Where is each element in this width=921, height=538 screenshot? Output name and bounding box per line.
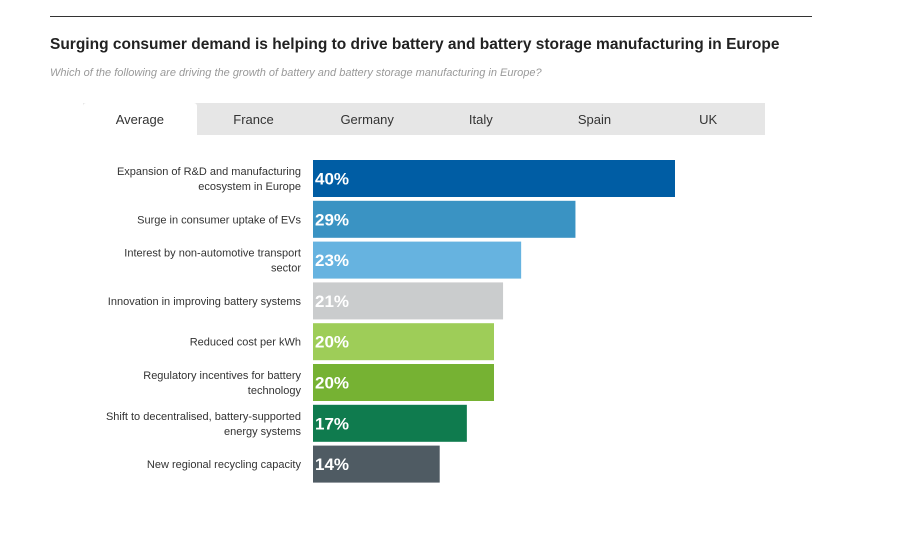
bar [313, 160, 675, 197]
bar [313, 445, 440, 483]
bar [313, 282, 504, 320]
category-label: Regulatory incentives for battery technol… [143, 370, 301, 397]
category-label: Interest by non-automotive transport sect… [124, 248, 301, 275]
category-label: Surge in consumer uptake of EVs [137, 214, 301, 226]
tab-uk[interactable]: UK [699, 111, 718, 127]
category-label: Shift to decentralised, battery-supporte… [106, 411, 302, 438]
tab-italy[interactable]: Italy [468, 111, 493, 127]
bar [313, 364, 494, 401]
country-tabs: Average France Germany Italy Spain UK [83, 103, 765, 135]
chart-subtitle: Which of the following are driving the g… [50, 67, 542, 79]
data-label: 21% [315, 292, 349, 311]
data-label: 29% [315, 210, 349, 229]
tab-average[interactable]: Average [83, 103, 197, 135]
category-label: Expansion of R&D and manufacturing ecosys… [117, 166, 301, 193]
category-label: Reduced cost per kWh [190, 337, 301, 349]
category-label: New regional recycling capacity [147, 459, 302, 471]
top-divider [50, 16, 812, 17]
bar [313, 323, 494, 361]
category-label: Innovation in improving battery systems [108, 296, 302, 308]
tab-france[interactable]: France [233, 111, 274, 127]
data-label: 23% [315, 251, 349, 270]
tab-germany[interactable]: Germany [340, 111, 394, 127]
data-label: 20% [315, 333, 349, 352]
data-label: 17% [315, 414, 349, 433]
data-label: 20% [315, 374, 349, 393]
data-label: 14% [315, 455, 349, 474]
bar [313, 200, 576, 238]
bar [313, 404, 467, 442]
bar [313, 241, 522, 279]
tab-spain[interactable]: Spain [577, 111, 612, 127]
data-label: 40% [315, 170, 349, 189]
chart-title: Surging consumer demand is helping to dr… [50, 36, 780, 53]
